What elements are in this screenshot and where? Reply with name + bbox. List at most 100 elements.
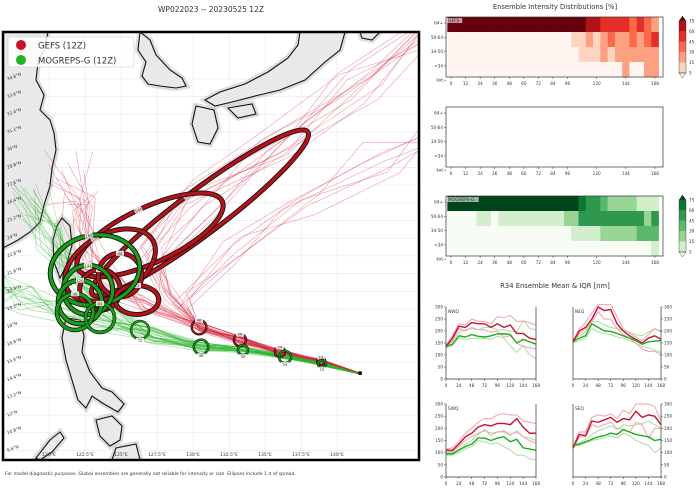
spread-ellipse: 24 (277, 349, 293, 368)
colorbar-label: 45 (689, 39, 695, 44)
mogreps-iqr-lower (445, 335, 537, 360)
heatmap-cell (527, 226, 536, 242)
heatmap-cell (629, 47, 638, 63)
tau-label-box (281, 362, 290, 368)
ensemble-track (160, 32, 413, 374)
ensemble-track (33, 189, 361, 375)
heatmap-cell (512, 17, 521, 33)
heatmap-cell (469, 17, 477, 33)
x-tick-label: 144 (622, 260, 630, 265)
heatmap-frame (445, 106, 664, 168)
heatmap-cell (600, 196, 608, 212)
colorbar-segment (679, 52, 686, 63)
legend-label-gefs: GEFS (12Z) (38, 42, 86, 52)
heatmap-cell (622, 211, 630, 227)
heatmap-cell (607, 47, 616, 63)
x-tick-label: 168 (651, 260, 659, 265)
heatmap-cell (498, 211, 506, 227)
heatmap-cell (454, 62, 463, 78)
heatmap-cell (549, 196, 557, 212)
x-tick-label: 48 (469, 481, 475, 486)
heatmap-cell (542, 196, 550, 212)
tau-label: 168 (85, 233, 94, 239)
tau-label-box (115, 250, 124, 256)
x-tick-label: 48 (595, 383, 601, 388)
ensemble-tracks (3, 32, 419, 375)
land-japan-kyushu (191, 105, 219, 145)
row-label: 64+ (434, 200, 443, 205)
heatmap-cell (593, 241, 601, 257)
lat-tick-label: 32.4°N (6, 107, 22, 118)
heatmap-cell (607, 32, 616, 48)
heatmap-cell (585, 241, 594, 257)
x-tick-label: 168 (657, 383, 665, 388)
heatmap-cell (469, 211, 477, 227)
heatmap-cell (607, 226, 616, 242)
heatmap-cell (454, 32, 463, 48)
heatmap-cell (542, 47, 550, 63)
heatmap-cell (549, 32, 557, 48)
heatmap-cell (498, 241, 506, 257)
heatmap-cell (549, 62, 557, 78)
ensemble-track (3, 274, 361, 375)
tau-label-box (75, 277, 84, 283)
land (3, 32, 385, 460)
x-tick-label: 120 (506, 383, 514, 388)
heatmap-cell (542, 62, 550, 78)
heatmap-cell (549, 241, 557, 257)
heatmap-cell (651, 32, 659, 48)
y-tick-label: 200 (435, 426, 443, 431)
heatmap-cell (542, 226, 550, 242)
heatmap-cell (600, 241, 608, 257)
heatmap-cell (593, 226, 601, 242)
x-tick-label: 36 (492, 260, 498, 265)
ensemble-track (24, 207, 361, 375)
heatmap-cell (542, 17, 550, 33)
lon-tick-label: 122.5°E (76, 452, 94, 458)
x-tick-label: 72 (536, 81, 542, 86)
tau-label: 72 (138, 338, 143, 343)
heatmap-cell (651, 47, 659, 63)
x-tick-label: 0 (572, 383, 575, 388)
heatmap-cell (556, 47, 565, 63)
y-tick-label: 50 (438, 365, 444, 370)
heatmap-cell (461, 241, 470, 257)
gefs-iqr-upper (572, 304, 662, 342)
tau-label: 36 (238, 331, 243, 336)
y-tick-label: 300 (435, 402, 443, 407)
lon-tick-label: 127.5°E (148, 452, 166, 458)
colorbar-label: 15 (689, 239, 695, 244)
x-tick-label: 72 (482, 383, 488, 388)
ensemble-track (180, 136, 419, 374)
heatmap-cell (447, 241, 455, 257)
lat-tick-label: 13.2°N (6, 390, 22, 401)
heatmap-cell (622, 47, 630, 63)
ensemble-track (185, 137, 419, 374)
lat-tick-label: 21.6°N (6, 266, 22, 277)
intensity-heatmaps: GEFS 64+ 50-64 34-50 <34 kot 0 12 24 36 48 60 72 84 96… (431, 15, 695, 265)
heatmap-cell (629, 17, 638, 33)
heatmap-cell (585, 62, 594, 78)
row-label: 64+ (434, 111, 443, 116)
ensemble-track (3, 273, 361, 375)
row-label: 64+ (434, 21, 443, 26)
heatmap-cell (578, 211, 587, 227)
heatmap-cell (614, 211, 623, 227)
heatmap-cell (498, 47, 506, 63)
heatmap-cell (491, 17, 499, 33)
x-tick-label: 24 (477, 81, 483, 86)
quadrant-label: SWQ (448, 406, 459, 412)
ensemble-track (43, 149, 361, 374)
x-tick-label: 144 (519, 481, 527, 486)
heatmap-cell (454, 47, 463, 63)
heatmap-cell (498, 32, 506, 48)
heatmap-cell (520, 211, 528, 227)
heatmap-cell (476, 32, 485, 48)
heatmap-cell (607, 241, 616, 257)
heatmap-cell (622, 62, 630, 78)
lat-tick-label: 10.8°N (6, 425, 22, 436)
y-tick-label: 0 (664, 377, 667, 382)
legend-marker-gefs (16, 40, 26, 50)
heatmap-cell (534, 241, 543, 257)
